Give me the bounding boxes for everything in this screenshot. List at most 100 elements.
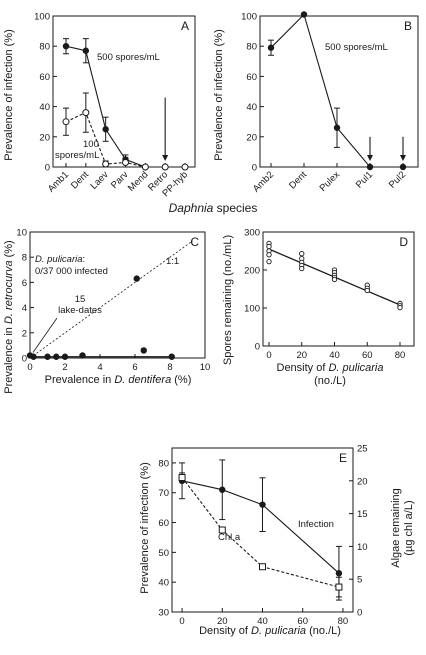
panel-e-series-chla-point	[218, 526, 226, 534]
panel-b-point	[399, 163, 407, 171]
panel-e-series-infection-point	[219, 486, 226, 493]
panel-e-left-ytick-label: 30	[158, 608, 169, 619]
panel-a-series-500-point	[82, 47, 90, 54]
panel-d-point	[299, 251, 305, 257]
panel-a-series-100-point	[122, 158, 129, 166]
panel-b-category-label: Dent	[287, 169, 309, 191]
panel-e-ytick-right-label: 15	[357, 509, 368, 520]
panel-c-ylabel: Prevalence in D. retrocurva (%)	[3, 240, 15, 393]
panel-a-category-label: Laev	[88, 169, 111, 192]
panel-e-left-ytick-label: 70	[158, 488, 169, 499]
panel-b-point	[366, 163, 374, 171]
panel-b-label-500: 500 spores/mL	[325, 42, 388, 53]
panel-a-ytick-label: 0	[45, 163, 50, 174]
panel-d-xtick-label: 80	[395, 350, 406, 361]
panel-a-ytick-label: 80	[39, 42, 50, 53]
panel-d-xlabel: Density of D. pulicaria	[277, 362, 384, 374]
panel-c-xtick-label: 4	[97, 362, 102, 373]
panel-c-xtick-label: 6	[132, 362, 137, 373]
panel-d-point	[299, 265, 305, 272]
panel-c-xtick-label: 2	[62, 362, 67, 373]
panel-c-xtick-label: 10	[200, 362, 211, 373]
panel-c-ytick-label: 4	[22, 303, 27, 314]
panel-b-point	[333, 124, 341, 131]
panel-d-frame	[262, 231, 415, 347]
panel-a-series-100-point	[161, 163, 169, 171]
panel-d-point	[331, 276, 338, 283]
panel-e-ylabel-right-1: Algae remaining	[390, 488, 402, 568]
panel-e-letter: E	[339, 451, 347, 465]
panel-c-label-unit: lake-dates	[58, 305, 102, 316]
panel-e-series-infection-line	[181, 480, 340, 574]
panel-c-frame	[29, 231, 206, 359]
panel-a-frame	[52, 15, 196, 168]
panel-c-ytick-label: 6	[22, 278, 27, 289]
panel-c-xtick-label: 0	[27, 362, 32, 373]
panel-a: 020406080100Amb1DentLaevParvMendRetroPP-…	[34, 12, 196, 199]
panel-a-series-500-point	[62, 43, 70, 50]
panel-e-series-infection-point	[259, 501, 266, 508]
panel-e-xtick-label: 80	[338, 616, 349, 627]
panel-e-ytick-right-label: 20	[357, 476, 368, 487]
panel-e-left-ytick-label: 60	[158, 518, 169, 529]
panel-c-letter: C	[190, 235, 199, 249]
panel-d-ylabel: Spores remaining (no./mL)	[222, 235, 234, 365]
panel-d-xtick-label: 20	[296, 350, 307, 361]
panel-b-arrow-head	[367, 154, 373, 161]
panel-c-point	[140, 347, 147, 354]
panel-c-note-line2: 0/37 000 infected	[35, 266, 108, 277]
panel-b-category-label: Pul1	[354, 169, 375, 190]
panel-b-frame	[259, 15, 419, 168]
panel-c-ytick-label: 0	[22, 354, 27, 365]
panel-b-category-label: Pulex	[318, 169, 343, 194]
panel-e-ytick-right-label: 5	[357, 575, 362, 586]
panel-d-point	[266, 243, 272, 250]
panel-a-series-100-point	[82, 109, 90, 117]
panel-c-point	[30, 353, 37, 360]
panel-a-ylabel: Prevalence of infection (%)	[3, 29, 15, 160]
panel-b-ylabel: Prevalence of infection (%)	[213, 29, 225, 160]
panel-a-series-100-point	[62, 118, 70, 126]
panel-b-letter: B	[404, 19, 412, 33]
panel-d-letter: D	[399, 235, 408, 249]
panel-c-leader-line	[32, 317, 58, 353]
panel-c-reference-line	[29, 240, 193, 359]
panel-a-label-100: 100	[83, 139, 99, 150]
panel-e-series-chla-point	[335, 583, 343, 591]
panel-e-xlabel: Density of D. pulicaria (no./L)	[199, 625, 341, 637]
panel-e-xtick-label: 40	[257, 616, 268, 627]
panel-e-series-chla-line	[181, 477, 340, 588]
panel-a-ytick-label: 20	[39, 132, 50, 143]
panel-e-series-infection-point	[335, 570, 343, 577]
panel-a-label-spores: spores/mL	[55, 150, 99, 161]
panel-c: 0 2 4 6 8 10 0 2 4 6 8 10 D. pulicaria:0/37 000 infe…	[16, 228, 210, 374]
panel-e-ylabel-left: Prevalence of infection (%)	[139, 462, 151, 593]
panel-b-ytick-label: 100	[241, 12, 257, 23]
panel-a-series-500-point	[102, 126, 109, 133]
panel-e-ylabel-right-2: (µg chl a/L)	[403, 500, 415, 555]
panel-c-note: D. pulicaria:	[35, 254, 85, 265]
panel-a-series-100-point	[181, 163, 189, 171]
panel-c-ytick-label: 10	[16, 228, 27, 239]
panel-e-ytick-right-label: 10	[357, 542, 368, 553]
panel-d-point	[364, 287, 370, 294]
panel-e-ytick-right-label: 0	[357, 608, 362, 619]
panel-e-xtick-label: 20	[217, 616, 228, 627]
panel-c-point	[133, 275, 140, 282]
panel-e-label-infection: Infection	[298, 519, 334, 530]
panel-d-xtick-label: 60	[362, 350, 373, 361]
panel-a-ytick-label: 100	[34, 12, 50, 23]
panel-b-category-label: Pul2	[387, 169, 408, 190]
panel-d-point	[266, 252, 272, 258]
panel-d-ytick-label: 200	[244, 266, 260, 277]
panel-e: 30 40 50 60 70 80 0 5 10 15 20 25 0 20 40 60 80 Infection…	[158, 444, 367, 628]
panel-e-label-chla: Chl a	[218, 532, 241, 543]
panel-a-label-500: 500 spores/mL	[97, 52, 160, 63]
panel-a-letter: A	[181, 19, 189, 33]
panel-b-point	[300, 11, 308, 18]
panel-e-left-ytick-label: 80	[158, 458, 169, 469]
panel-c-point	[61, 353, 69, 360]
panel-c-ytick-label: 8	[22, 253, 27, 264]
